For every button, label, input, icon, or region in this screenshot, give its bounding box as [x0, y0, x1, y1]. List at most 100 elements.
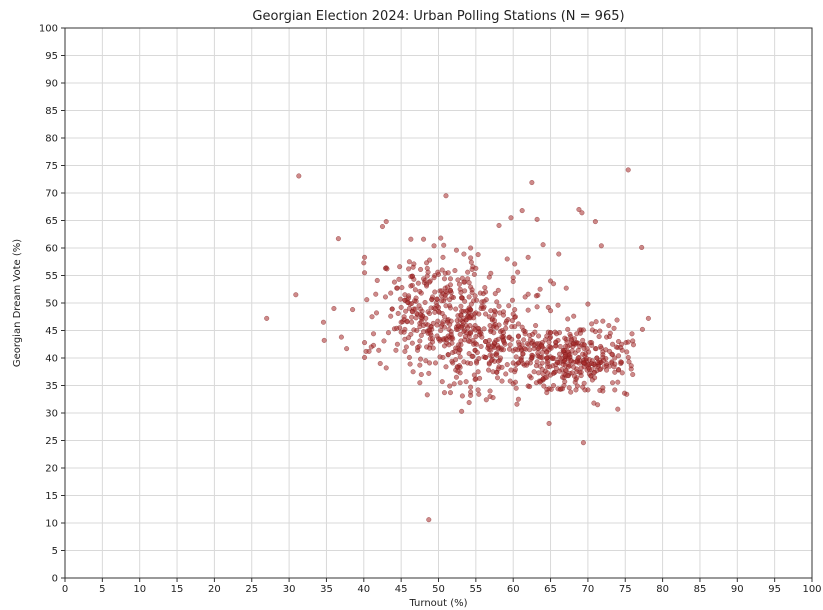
data-point	[485, 342, 492, 348]
data-point	[589, 321, 595, 327]
data-point	[533, 323, 539, 329]
x-tick-label: 85	[694, 584, 707, 595]
data-point	[452, 268, 458, 274]
data-point	[621, 390, 628, 396]
data-point	[407, 361, 413, 367]
data-point	[525, 307, 531, 313]
y-tick-label: 55	[45, 271, 58, 282]
data-point	[479, 334, 485, 340]
data-point	[544, 390, 550, 396]
data-point	[466, 400, 472, 406]
data-point	[619, 347, 625, 353]
data-point	[587, 340, 593, 346]
data-point	[425, 309, 431, 315]
data-point	[410, 264, 416, 270]
y-tick-label: 70	[45, 189, 58, 200]
data-point	[467, 338, 473, 345]
data-point	[468, 392, 474, 398]
data-point	[597, 328, 603, 334]
data-point	[591, 400, 597, 406]
data-point	[338, 334, 344, 340]
data-point	[614, 317, 620, 323]
data-point	[381, 338, 387, 344]
data-point	[539, 367, 545, 373]
y-tick-label: 85	[45, 106, 58, 117]
data-point	[494, 369, 500, 375]
data-point	[412, 287, 418, 293]
data-point	[408, 283, 414, 289]
data-point	[494, 299, 500, 305]
data-point	[418, 356, 424, 362]
data-point	[406, 305, 412, 312]
data-point	[593, 346, 599, 352]
data-point	[364, 297, 370, 303]
data-point	[481, 298, 487, 304]
data-point	[581, 360, 587, 366]
data-point	[476, 356, 482, 362]
data-point	[384, 266, 390, 272]
data-point	[610, 341, 616, 347]
data-point	[458, 312, 464, 318]
data-point	[485, 367, 492, 373]
data-point	[522, 331, 528, 337]
data-point	[579, 210, 585, 216]
data-point	[600, 318, 606, 324]
x-tick-label: 90	[731, 584, 744, 595]
data-point	[534, 216, 540, 222]
data-point	[426, 257, 433, 263]
data-point	[550, 355, 556, 361]
data-point	[573, 359, 579, 365]
data-point	[601, 357, 607, 363]
data-point	[512, 367, 518, 373]
data-point	[444, 319, 451, 325]
data-point	[612, 361, 618, 367]
data-point	[510, 311, 516, 317]
data-point	[413, 315, 419, 321]
data-point	[481, 326, 487, 332]
data-point	[389, 306, 395, 312]
data-point	[441, 343, 448, 349]
data-point	[534, 359, 540, 365]
data-point	[403, 344, 409, 350]
data-point	[441, 242, 447, 248]
data-point	[409, 340, 415, 346]
data-point	[598, 243, 604, 249]
data-point	[629, 331, 635, 337]
data-point	[402, 292, 408, 298]
y-tick-label: 35	[45, 381, 58, 392]
data-point	[486, 314, 492, 320]
data-point	[544, 355, 550, 361]
data-point	[609, 351, 615, 357]
data-point	[487, 352, 493, 358]
data-point	[510, 360, 516, 366]
data-point	[398, 304, 404, 310]
data-point	[520, 351, 526, 357]
data-point	[536, 370, 542, 376]
data-point	[397, 296, 403, 302]
data-point	[589, 360, 595, 367]
data-point	[426, 370, 432, 376]
data-point	[540, 242, 546, 248]
data-point	[615, 406, 621, 412]
data-point	[445, 270, 451, 276]
data-point	[441, 390, 448, 396]
data-point	[467, 323, 473, 329]
y-tick-label: 10	[45, 519, 58, 530]
data-point	[557, 343, 563, 350]
data-point	[504, 256, 510, 262]
data-point	[571, 313, 577, 319]
data-point	[370, 342, 377, 348]
data-point	[447, 383, 453, 389]
data-point	[568, 389, 574, 395]
data-point	[463, 379, 469, 385]
data-point	[562, 352, 569, 358]
data-point	[606, 323, 612, 329]
data-point	[432, 309, 438, 315]
data-point	[524, 362, 530, 368]
data-point	[597, 387, 603, 394]
data-point	[580, 327, 586, 333]
data-point	[482, 285, 488, 291]
data-point	[471, 271, 477, 277]
data-point	[453, 357, 459, 363]
data-point	[507, 342, 513, 348]
